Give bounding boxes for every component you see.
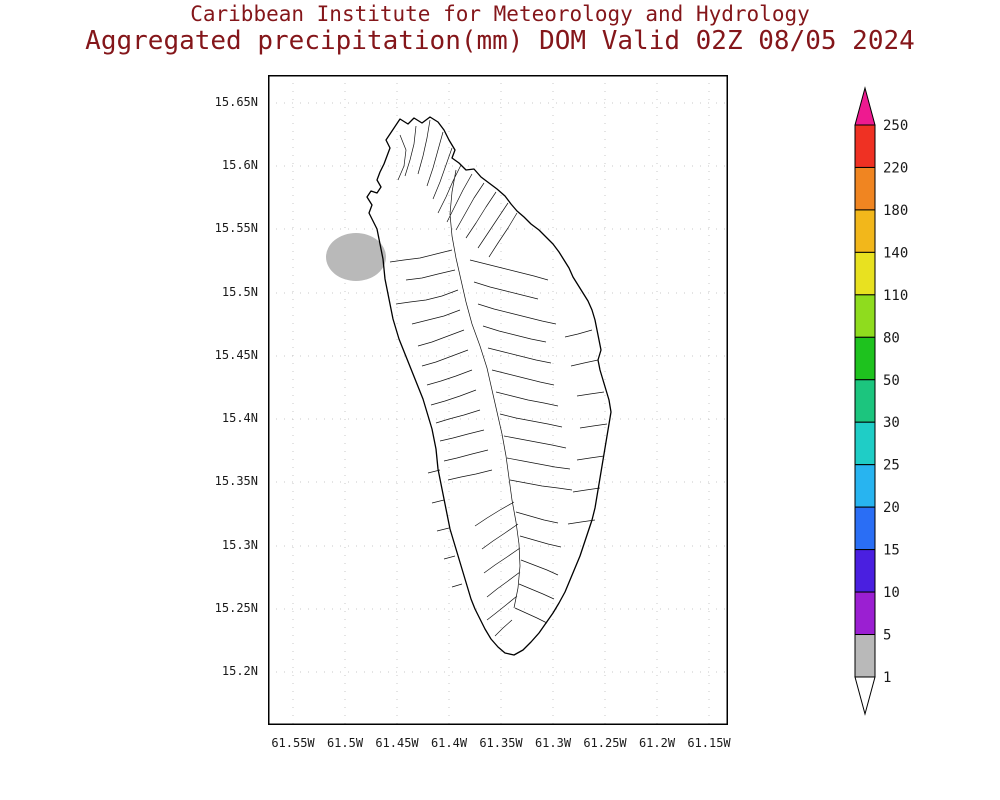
precip-shaded-region <box>326 233 386 281</box>
lon-tick-label: 61.35W <box>479 736 523 750</box>
lat-tick-label: 15.4N <box>221 411 258 426</box>
colorbar-label: 10 <box>883 585 900 601</box>
lat-tick-label: 15.2N <box>221 663 258 678</box>
institute-title: Caribbean Institute for Meteorology and … <box>190 2 810 26</box>
lat-tick-label: 15.45N <box>214 347 258 362</box>
colorbar-segment <box>854 251 876 296</box>
colorbar-segment <box>854 464 876 508</box>
lon-tick-label: 61.55W <box>271 736 315 750</box>
lat-tick-label: 15.55N <box>214 221 258 236</box>
lon-tick-label: 61.3W <box>534 736 572 750</box>
lon-tick-label: 61.4W <box>430 736 468 750</box>
lat-tick-label: 15.5N <box>221 284 258 299</box>
island-outline <box>366 116 612 656</box>
colorbar-label: 110 <box>883 288 908 304</box>
colorbar-label: 50 <box>883 373 900 389</box>
colorbar-bottom-arrow <box>854 676 876 716</box>
colorbar-segment <box>854 336 876 381</box>
colorbar-label: 220 <box>883 160 908 176</box>
colorbar-segment <box>854 166 876 211</box>
lat-tick-label: 15.65N <box>214 95 258 109</box>
colorbar-label: 140 <box>883 245 908 261</box>
longitude-axis: 61.55W 61.5W 61.45W 61.4W 61.35W 61.3W 61.25W 6… <box>0 736 1000 756</box>
colorbar-label: 15 <box>883 543 900 559</box>
colorbar-segment <box>854 506 876 551</box>
colorbar-label: 80 <box>883 330 900 346</box>
lon-tick-label: 61.5W <box>326 736 364 750</box>
colorbar-segment <box>854 634 876 678</box>
colorbar-segment <box>854 209 876 253</box>
colorbar-label: 30 <box>883 415 900 431</box>
lat-tick-label: 15.35N <box>214 474 258 489</box>
lon-tick-label: 61.45W <box>375 736 419 750</box>
colorbar-label: 1 <box>883 670 891 686</box>
lat-tick-label: 15.6N <box>221 158 258 173</box>
colorbar-label: 5 <box>883 628 891 644</box>
colorbar-segment <box>854 379 876 423</box>
lon-tick-label: 61.25W <box>583 736 627 750</box>
plot-header: Caribbean Institute for Meteorology and … <box>0 2 1000 56</box>
precip-colorbar: 250 220 180 140 110 80 50 30 25 20 15 10 5 1 <box>854 86 908 716</box>
lat-tick-label: 15.25N <box>214 600 258 615</box>
colorbar-label: 180 <box>883 203 908 219</box>
map-canvas <box>268 75 728 725</box>
grid-lines <box>268 75 728 725</box>
river-network <box>389 119 608 637</box>
colorbar-segment <box>854 421 876 466</box>
plot-title: Aggregated precipitation(mm) DOM Valid 0… <box>85 26 915 56</box>
colorbar-segment <box>854 294 876 338</box>
map-frame <box>268 75 728 725</box>
colorbar-label: 25 <box>883 458 900 474</box>
lat-tick-label: 15.3N <box>221 537 258 552</box>
colorbar-label: 20 <box>883 500 900 516</box>
colorbar-segment <box>854 124 876 168</box>
map-plot-area <box>268 75 728 725</box>
lon-tick-label: 61.2W <box>638 736 676 750</box>
colorbar-segment <box>854 549 876 593</box>
colorbar-label: 250 <box>883 118 908 134</box>
colorbar-segment <box>854 591 876 636</box>
latitude-axis: 15.65N 15.6N 15.55N 15.5N 15.45N 15.4N 15.35N 1… <box>180 0 258 800</box>
colorbar-top-arrow <box>854 86 876 126</box>
lon-tick-label: 61.15W <box>687 736 731 750</box>
